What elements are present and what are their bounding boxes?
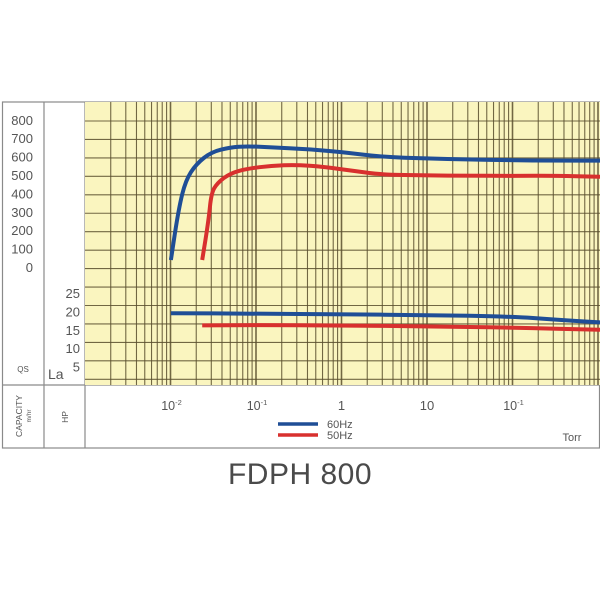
y-tick-label: 25	[66, 286, 80, 301]
y-tick-label: 20	[66, 304, 80, 319]
x-tick-label: 1	[338, 398, 345, 413]
x-tick-label: 10	[420, 398, 434, 413]
la-label: La	[48, 366, 64, 382]
power-60Hz-curve	[170, 311, 600, 325]
y-tick-label: 0	[26, 260, 33, 275]
y-tick-label: 600	[11, 150, 33, 165]
y-tick-label: 200	[11, 223, 33, 238]
y-tick-label: 5	[73, 360, 80, 375]
legend-label-50Hz: 50Hz	[327, 430, 353, 442]
y-tick-label: 700	[11, 131, 33, 146]
y-axis-labels: 0 100 200 300 400 500 600 700 800 5 10 15 20 25	[11, 113, 80, 375]
y-tick-label: 400	[11, 186, 33, 201]
chart-title: FDPH 800	[227, 458, 373, 491]
qs-label: QS	[17, 365, 29, 374]
axis-title-labels: QS La CAPACITY m/hr HP	[14, 365, 70, 437]
x-tick-label: 10-1	[247, 398, 268, 413]
legend-label-60Hz: 60Hz	[327, 419, 353, 431]
x-axis-labels: 10-2 10-1 1 10 10-1 Torr	[161, 398, 582, 444]
y-tick-label: 500	[11, 168, 33, 183]
capacity-axis-label: CAPACITY	[14, 395, 24, 437]
data-series	[168, 144, 600, 332]
grid-lines	[85, 102, 600, 385]
capacity-unit-label: m/hr	[26, 409, 33, 423]
hp-axis-label: HP	[60, 411, 70, 423]
x-tick-label: 10-1	[503, 398, 524, 413]
capacity-60Hz-curve	[168, 144, 600, 261]
y-tick-label: 800	[11, 113, 33, 128]
x-tick-label: 10-2	[161, 398, 182, 413]
y-tick-label: 100	[11, 242, 33, 257]
y-tick-label: 300	[11, 205, 33, 220]
x-axis-unit-label: Torr	[563, 432, 582, 444]
power-50Hz-curve	[202, 323, 600, 332]
capacity-50Hz-curve	[200, 163, 600, 261]
y-tick-label: 15	[66, 323, 80, 338]
y-tick-label: 10	[66, 341, 80, 356]
